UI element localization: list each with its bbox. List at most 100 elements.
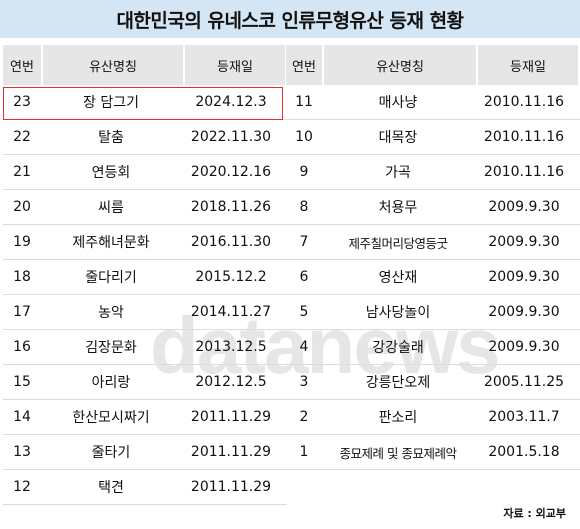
table-row: 6 영산재 2009.9.30 [286,260,580,295]
inscription-date: 2001.5.18 [488,444,560,460]
inscription-date: 2018.11.26 [190,199,272,215]
inscription-date: 2014.11.27 [190,304,272,320]
table-row: 2 판소리 2003.11.7 [286,400,580,435]
row-number: 10 [295,129,313,145]
row-number: 4 [299,339,309,355]
row-number: 8 [299,199,309,215]
table-row: 16 김장문화 2013.12.5 [3,330,287,365]
heritage-name: 김장문화 [85,340,137,356]
row-number: 11 [295,94,313,110]
page-title: 대한민국의 유네스코 인류무형유산 등재 현황 [0,0,580,38]
watermark: datanews [150,301,501,390]
heritage-name: 장 담그기 [83,95,139,111]
heritage-name: 연등회 [91,165,131,181]
table-row: 3 강릉단오제 2005.11.25 [286,365,580,400]
heritage-name: 영산재 [378,270,418,286]
heritage-name: 남사당놀이 [365,305,431,321]
inscription-date: 2010.11.16 [483,94,565,110]
left-table-body: 23 장 담그기 2024.12.3 22 탈춤 2022.11.30 21 연등회 2020.… [3,85,287,505]
row-number: 19 [13,234,31,250]
table-row: 12 택견 2011.11.29 [3,470,287,505]
header-name: 유산명칭 [324,45,476,85]
table-row: 14 한산모시짜기 2011.11.29 [3,400,287,435]
heritage-name: 강강술래 [372,340,424,356]
heritage-name: 매사냥 [378,95,418,111]
heritage-name: 줄타기 [91,445,131,461]
table-row: 20 씨름 2018.11.26 [3,190,287,225]
row-number: 7 [299,234,309,250]
inscription-date: 2015.12.2 [195,269,267,285]
heritage-name: 처용무 [378,200,418,216]
table-row: 10 대목장 2010.11.16 [286,120,580,155]
row-number: 21 [13,164,31,180]
inscription-date: 2012.12.5 [195,374,267,390]
inscription-date: 2005.11.25 [483,374,565,390]
table-row: 23 장 담그기 2024.12.3 [3,85,287,120]
row-number: 17 [13,304,31,320]
header-name: 유산명칭 [43,45,183,85]
heritage-name: 제주칠머리당영등굿 [348,235,448,251]
heritage-name: 아리랑 [91,375,131,391]
row-number: 15 [13,374,31,390]
right-table-body: 11 매사냥 2010.11.16 10 대목장 2010.11.16 9 가곡 2010.11… [286,85,580,470]
right-table: 연번 유산명칭 등재일 11 매사냥 2010.11.16 10 대목장 2010.11.… [286,45,580,470]
source-note: 자료 : 외교부 [503,507,566,520]
inscription-date: 2020.12.16 [190,164,272,180]
left-header-row: 연번 유산명칭 등재일 [3,45,287,85]
inscription-date: 2011.11.29 [190,479,272,495]
inscription-date: 2003.11.7 [488,409,560,425]
row-number: 20 [13,199,31,215]
right-header-row: 연번 유산명칭 등재일 [286,45,580,85]
inscription-date: 2009.9.30 [488,304,560,320]
table-row: 18 줄다리기 2015.12.2 [3,260,287,295]
inscription-date: 2024.12.3 [195,94,267,110]
row-number: 18 [13,269,31,285]
inscription-date: 2010.11.16 [483,129,565,145]
row-number: 22 [13,129,31,145]
row-number: 5 [299,304,309,320]
header-no: 연번 [3,45,41,85]
header-date: 등재일 [185,45,285,85]
row-number: 1 [299,444,309,460]
inscription-date: 2010.11.16 [483,164,565,180]
row-number: 14 [13,409,31,425]
inscription-date: 2011.11.29 [190,409,272,425]
heritage-name: 씨름 [98,200,124,216]
table-row: 8 처용무 2009.9.30 [286,190,580,225]
table-row: 15 아리랑 2012.12.5 [3,365,287,400]
row-number: 23 [13,94,31,110]
heritage-name: 탈춤 [98,130,124,146]
table-row: 9 가곡 2010.11.16 [286,155,580,190]
inscription-date: 2009.9.30 [488,234,560,250]
inscription-date: 2009.9.30 [488,199,560,215]
heritage-name: 제주해녀문화 [72,235,150,251]
table-row: 1 종묘제례 및 종묘제례악 2001.5.18 [286,435,580,470]
row-number: 16 [13,339,31,355]
table-row: 17 농악 2014.11.27 [3,295,287,330]
heritage-name: 대목장 [378,130,418,146]
inscription-date: 2016.11.30 [190,234,272,250]
table-row: 11 매사냥 2010.11.16 [286,85,580,120]
row-number: 2 [299,409,309,425]
heritage-name: 가곡 [385,165,411,181]
row-number: 3 [299,374,309,390]
table-row: 22 탈춤 2022.11.30 [3,120,287,155]
inscription-date: 2009.9.30 [488,339,560,355]
heritage-name: 농악 [98,305,124,321]
inscription-date: 2009.9.30 [488,269,560,285]
inscription-date: 2011.11.29 [190,444,272,460]
row-number: 13 [13,444,31,460]
table-row: 13 줄타기 2011.11.29 [3,435,287,470]
table-row: 19 제주해녀문화 2016.11.30 [3,225,287,260]
row-number: 9 [299,164,309,180]
left-table: 연번 유산명칭 등재일 23 장 담그기 2024.12.3 22 탈춤 2022.11.… [3,45,287,505]
highlight-box [3,87,283,120]
heritage-name: 줄다리기 [85,270,137,286]
heritage-name: 한산모시짜기 [72,410,150,426]
table-row: 4 강강술래 2009.9.30 [286,330,580,365]
heritage-name: 강릉단오제 [365,375,431,391]
inscription-date: 2022.11.30 [190,129,272,145]
header-no: 연번 [286,45,322,85]
row-number: 12 [13,479,31,495]
inscription-date: 2013.12.5 [195,339,267,355]
